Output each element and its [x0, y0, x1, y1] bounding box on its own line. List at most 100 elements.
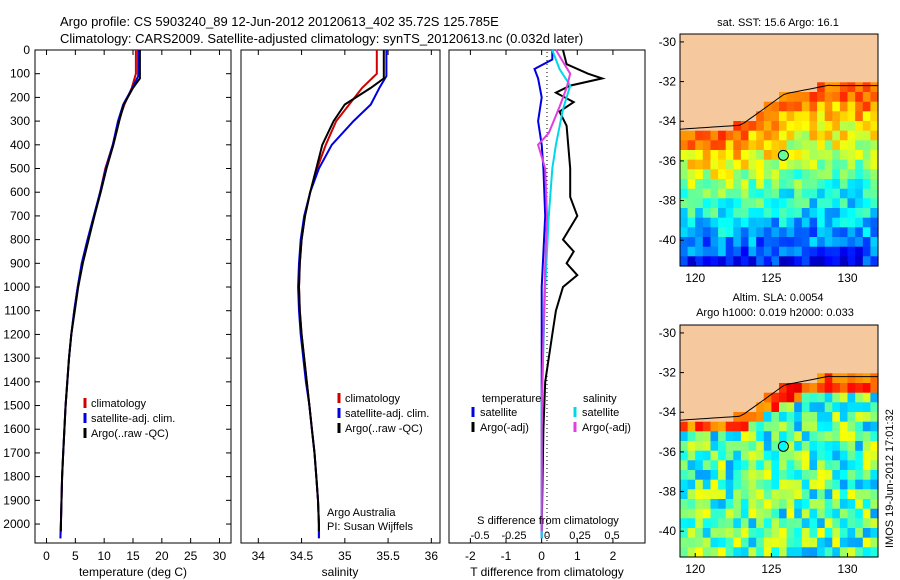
- x-tick-label: 2: [610, 549, 617, 563]
- map-cell: [855, 150, 864, 161]
- map-cell: [695, 159, 704, 170]
- map-cell: [680, 431, 689, 442]
- map-cell: [718, 198, 727, 209]
- map-cell: [832, 237, 841, 248]
- map-cell: [832, 92, 841, 103]
- map-cell: [801, 479, 810, 490]
- map-cell: [801, 421, 810, 432]
- map-cell: [786, 499, 795, 510]
- map-cell: [718, 547, 727, 558]
- map-cell: [809, 237, 818, 248]
- map-cell: [718, 537, 727, 548]
- map-cell: [870, 450, 879, 461]
- map-cell: [801, 470, 810, 481]
- map-cell: [756, 169, 765, 180]
- map-cell: [687, 508, 696, 519]
- map-cell: [687, 489, 696, 500]
- map-cell: [801, 130, 810, 141]
- map-cell: [847, 402, 856, 413]
- map-cell: [725, 431, 734, 442]
- map-cell: [687, 150, 696, 161]
- map-cell: [839, 489, 849, 500]
- map-cell: [824, 528, 833, 539]
- map-cell: [733, 208, 742, 219]
- map-cell: [725, 256, 734, 267]
- map-cell: [801, 188, 810, 199]
- x-tick-label: 125: [761, 271, 781, 285]
- map-cell: [839, 150, 849, 161]
- map-cell: [733, 188, 742, 199]
- map-cell: [824, 92, 833, 103]
- map-cell: [718, 499, 727, 510]
- y-tick-label: -40: [659, 524, 677, 538]
- t-difference-x-axis: -2 -1 0 1 2: [465, 50, 617, 563]
- map-cell: [725, 547, 734, 558]
- map-cell: [725, 150, 734, 161]
- map-cell: [710, 460, 719, 471]
- map-cell: [725, 489, 734, 500]
- map-cell: [740, 140, 750, 151]
- map-cell: [847, 237, 856, 248]
- map-cell: [763, 460, 772, 471]
- legend-temp-satellite: satellite: [480, 407, 517, 419]
- difference-panel: -2 -1 0 1 2 temperature satellite Argo(-adj)…: [448, 49, 646, 579]
- map-cell: [740, 179, 750, 190]
- map-cell: [794, 450, 803, 461]
- map-cell: [817, 169, 826, 180]
- map-cell: [687, 441, 696, 452]
- map-cell: [718, 246, 727, 257]
- map-cell: [801, 518, 810, 529]
- map-cell: [801, 392, 810, 403]
- map-cell: [794, 92, 803, 103]
- map-cell: [786, 450, 795, 461]
- map-cell: [824, 431, 833, 442]
- map-cell: [748, 198, 757, 209]
- map-cell: [855, 421, 864, 432]
- map-cell: [748, 140, 757, 151]
- map-cell: [855, 470, 864, 481]
- map-cell: [756, 227, 765, 238]
- map-cell: [801, 217, 810, 228]
- map-cell: [786, 101, 795, 112]
- map-cell: [817, 373, 826, 384]
- map-cell: [733, 237, 742, 248]
- map-cell: [695, 431, 704, 442]
- map-cell: [824, 111, 833, 122]
- map-cell: [862, 528, 871, 539]
- map-cell: [855, 547, 864, 558]
- map-cell: [756, 121, 765, 132]
- legend-sal-argo: Argo(-adj): [582, 422, 631, 434]
- map-cell: [687, 188, 696, 199]
- map-cell: [680, 169, 689, 180]
- map-cell: [855, 460, 864, 471]
- map-cell: [733, 450, 742, 461]
- map-cell: [733, 518, 742, 529]
- map-cell: [817, 101, 826, 112]
- map-cell: [839, 101, 849, 112]
- map-cell: [763, 402, 772, 413]
- map-cell: [763, 246, 772, 257]
- map-cell: [817, 130, 826, 141]
- map-cell: [710, 537, 719, 548]
- map-cell: [702, 518, 711, 529]
- map-cell: [771, 227, 780, 238]
- map-cell: [801, 159, 810, 170]
- map-cell: [748, 237, 757, 248]
- map-cell: [824, 479, 833, 490]
- map-cell: [855, 208, 864, 219]
- map-cell: [763, 450, 772, 461]
- map-cell: [870, 441, 879, 452]
- map-cell: [740, 237, 750, 248]
- y-tick-label: -32: [659, 366, 677, 380]
- salinity-x-axis: 34 34.5 35 35.5 36: [252, 50, 438, 563]
- map-cell: [725, 470, 734, 481]
- map-cell: [824, 412, 833, 423]
- map-cell: [847, 130, 856, 141]
- legend-sal-satellite: satellite: [582, 407, 619, 419]
- map-cell: [847, 421, 856, 432]
- map-cell: [786, 140, 795, 151]
- map-cell: [847, 198, 856, 209]
- map-cell: [832, 470, 841, 481]
- legend-satellite: satellite-adj. clim.: [91, 413, 175, 425]
- salinity-legend: climatology satellite-adj. clim. Argo(..…: [337, 393, 429, 435]
